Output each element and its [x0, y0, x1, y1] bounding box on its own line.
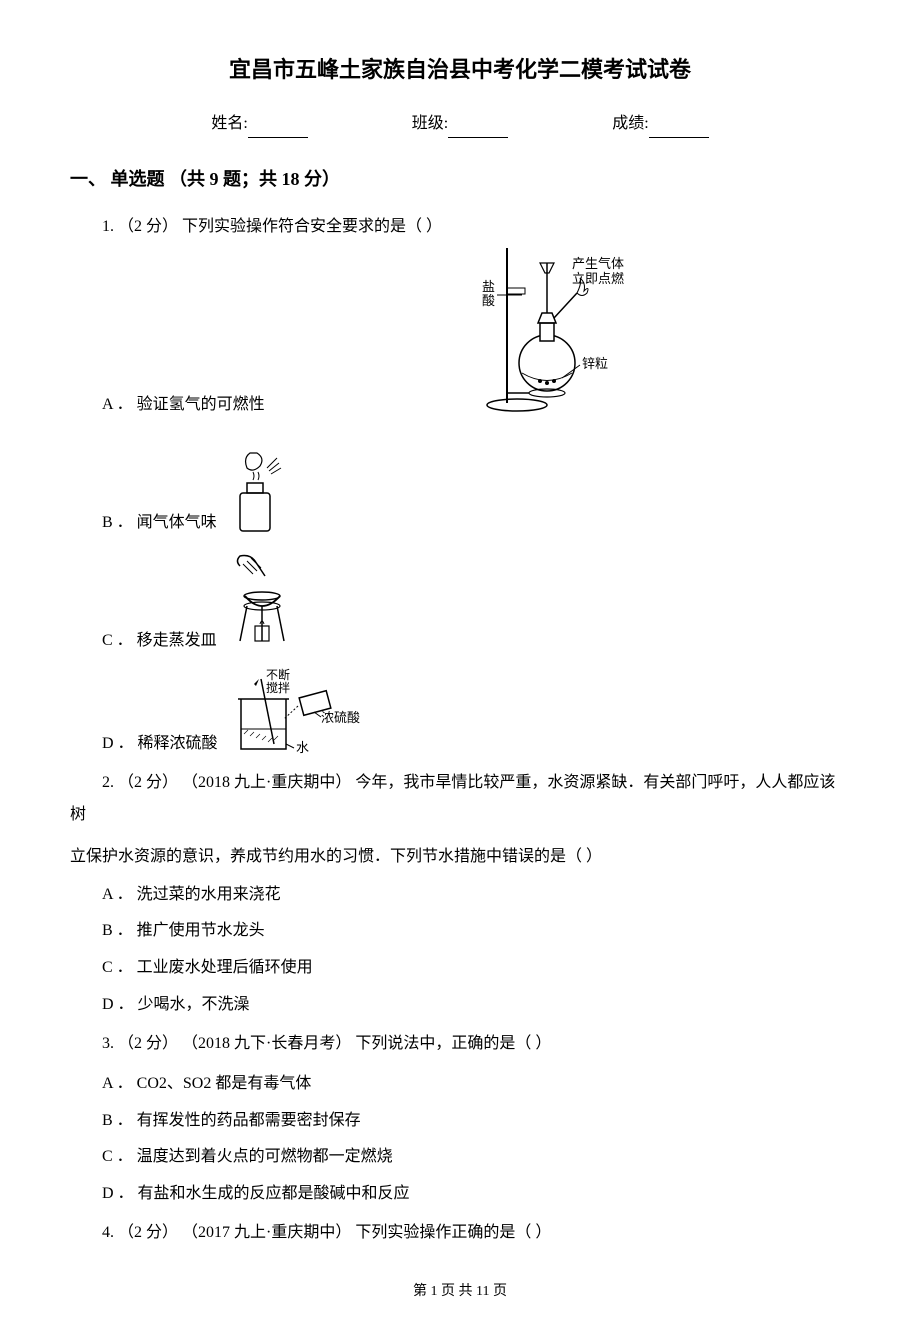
- smell-gas-diagram: [225, 438, 285, 538]
- score-label: 成绩:: [612, 115, 648, 132]
- q2-option-c: C ． 工业废水处理后循环使用: [102, 954, 850, 983]
- q3-option-a: A ． CO2、SO2 都是有毒气体: [102, 1070, 850, 1099]
- evaporating-dish-icon: [225, 546, 300, 656]
- q3-option-b: B ． 有挥发性的药品都需要密封保存: [102, 1107, 850, 1136]
- svg-text:锌粒: 锌粒: [582, 356, 608, 371]
- question-1: 1. （2 分） 下列实验操作符合安全要求的是（ ） A ． 验证氢气的可燃性: [70, 211, 850, 428]
- class-label: 班级:: [412, 115, 448, 132]
- q4-stem: 4. （2 分） （2017 九上·重庆期中） 下列实验操作正确的是（ ）: [102, 1224, 551, 1241]
- q1-option-a: A ． 验证氢气的可燃性: [70, 391, 442, 420]
- q2-option-a: A ． 洗过菜的水用来浇花: [102, 881, 850, 910]
- q1-option-c-row: C ． 移走蒸发皿: [102, 546, 850, 656]
- q1-option-d-row: D ． 稀释浓硫酸 不断 搅拌 浓硫酸 水: [102, 664, 850, 759]
- q2-stem-p1: 2. （2 分） （2018 九上·重庆期中） 今年，我市旱情比较严重，水资源紧…: [70, 774, 835, 823]
- svg-text:酸: 酸: [482, 293, 495, 308]
- dilute-acid-icon: 不断 搅拌 浓硫酸 水: [226, 664, 376, 759]
- header-line: 姓名: 班级: 成绩:: [70, 110, 850, 139]
- q3-stem: 3. （2 分） （2018 九下·长春月考） 下列说法中，正确的是（ ）: [102, 1035, 551, 1052]
- svg-text:立即点燃: 立即点燃: [572, 271, 624, 286]
- q2-stem-p2: 立保护水资源的意识，养成节约用水的习惯．下列节水措施中错误的是（ ）: [70, 841, 850, 873]
- q2-option-b: B ． 推广使用节水龙头: [102, 917, 850, 946]
- svg-text:搅拌: 搅拌: [266, 680, 290, 695]
- q1-option-d: D ． 稀释浓硫酸: [102, 730, 218, 759]
- class-field: 班级:: [412, 110, 508, 139]
- bottle-sniff-icon: [225, 438, 285, 538]
- name-blank: [248, 137, 308, 138]
- name-label: 姓名:: [211, 115, 247, 132]
- q1-main-diagram: 盐 酸 产生气体 立即点燃 锌粒: [462, 233, 632, 418]
- svg-text:浓硫酸: 浓硫酸: [321, 710, 360, 725]
- q1-option-c: C ． 移走蒸发皿: [102, 627, 217, 656]
- section-1-title: 一、 单选题 （共 9 题；共 18 分）: [70, 163, 850, 195]
- svg-text:不断: 不断: [266, 667, 290, 682]
- question-2: 2. （2 分） （2018 九上·重庆期中） 今年，我市旱情比较严重，水资源紧…: [70, 767, 850, 831]
- q3-option-d: D ． 有盐和水生成的反应都是酸碱中和反应: [102, 1180, 850, 1209]
- svg-text:水: 水: [296, 740, 309, 755]
- apparatus-diagram-icon: 盐 酸 产生气体 立即点燃 锌粒: [462, 233, 632, 418]
- q2-option-d: D ． 少喝水，不洗澡: [102, 991, 850, 1020]
- question-3: 3. （2 分） （2018 九下·长春月考） 下列说法中，正确的是（ ）: [70, 1028, 850, 1060]
- q1-option-b: B ． 闻气体气味: [102, 509, 217, 538]
- q1-option-b-row: B ． 闻气体气味: [102, 438, 850, 538]
- score-blank: [649, 137, 709, 138]
- name-field: 姓名:: [211, 110, 307, 139]
- q3-option-c: C ． 温度达到着火点的可燃物都一定燃烧: [102, 1143, 850, 1172]
- svg-text:产生气体: 产生气体: [572, 256, 624, 271]
- question-4: 4. （2 分） （2017 九上·重庆期中） 下列实验操作正确的是（ ）: [70, 1217, 850, 1249]
- evaporating-dish-diagram: [225, 546, 300, 656]
- salt-acid-label: 盐: [482, 279, 495, 294]
- q1-stem: 1. （2 分） 下列实验操作符合安全要求的是（ ）: [70, 211, 442, 243]
- score-field: 成绩:: [612, 110, 708, 139]
- exam-title: 宜昌市五峰土家族自治县中考化学二模考试试卷: [70, 50, 850, 90]
- class-blank: [448, 137, 508, 138]
- page-footer: 第 1 页 共 11 页: [70, 1279, 850, 1304]
- dilute-acid-diagram: 不断 搅拌 浓硫酸 水: [226, 664, 376, 759]
